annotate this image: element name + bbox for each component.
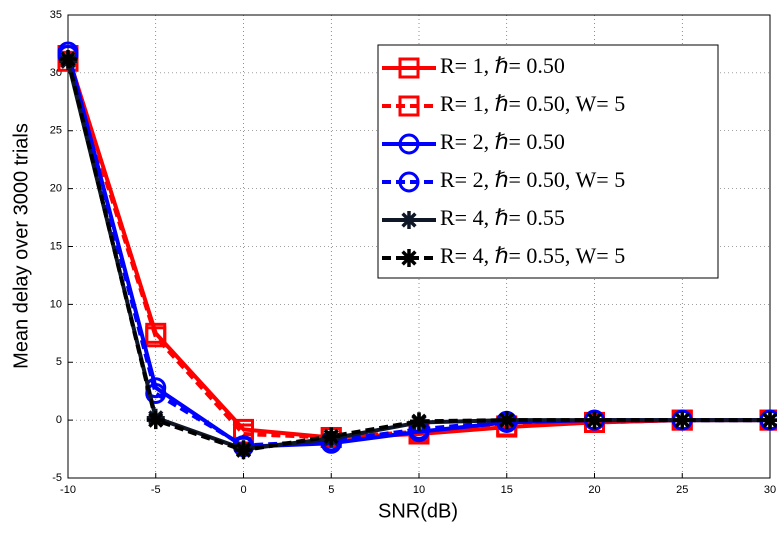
marker: [147, 411, 165, 429]
legend-label: R= 2, ℏ= 0.50: [440, 129, 565, 154]
marker: [498, 411, 516, 429]
x-tick-label: 5: [328, 484, 334, 496]
y-tick-label: 5: [56, 356, 62, 368]
x-tick-label: 0: [240, 484, 246, 496]
legend-label: R= 4, ℏ= 0.55, W= 5: [440, 243, 625, 268]
chart: SNR(dB) Mean delay over 3000 trials -10-…: [0, 0, 777, 538]
y-tick-label: 35: [50, 9, 62, 21]
x-tick-label: 10: [413, 484, 425, 496]
y-tick-label: 20: [50, 183, 62, 195]
legend-label: R= 1, ℏ= 0.50, W= 5: [440, 91, 625, 116]
y-tick-label: 15: [50, 240, 62, 252]
marker: [410, 412, 428, 430]
x-tick-label: 20: [588, 484, 600, 496]
y-axis-label: Mean delay over 3000 trials: [10, 123, 32, 369]
marker: [59, 50, 77, 68]
x-tick-label: -5: [151, 484, 161, 496]
y-tick-label: 10: [50, 298, 62, 310]
y-tick-label: -5: [52, 472, 62, 484]
y-tick-label: 25: [50, 125, 62, 137]
marker: [673, 411, 691, 429]
x-tick-label: 25: [676, 484, 688, 496]
x-tick-label: 15: [501, 484, 513, 496]
x-tick-label: -10: [60, 484, 76, 496]
legend-label: R= 4, ℏ= 0.55: [440, 205, 565, 230]
x-axis-label: SNR(dB): [378, 500, 458, 522]
legend-marker: [400, 249, 418, 267]
marker: [235, 441, 253, 459]
marker: [586, 411, 604, 429]
legend-marker: [400, 211, 418, 229]
y-tick-label: 0: [56, 414, 62, 426]
legend-label: R= 1, ℏ= 0.50: [440, 53, 565, 78]
x-tick-label: 30: [764, 484, 776, 496]
marker: [322, 427, 340, 445]
legend-label: R= 2, ℏ= 0.50, W= 5: [440, 167, 625, 192]
